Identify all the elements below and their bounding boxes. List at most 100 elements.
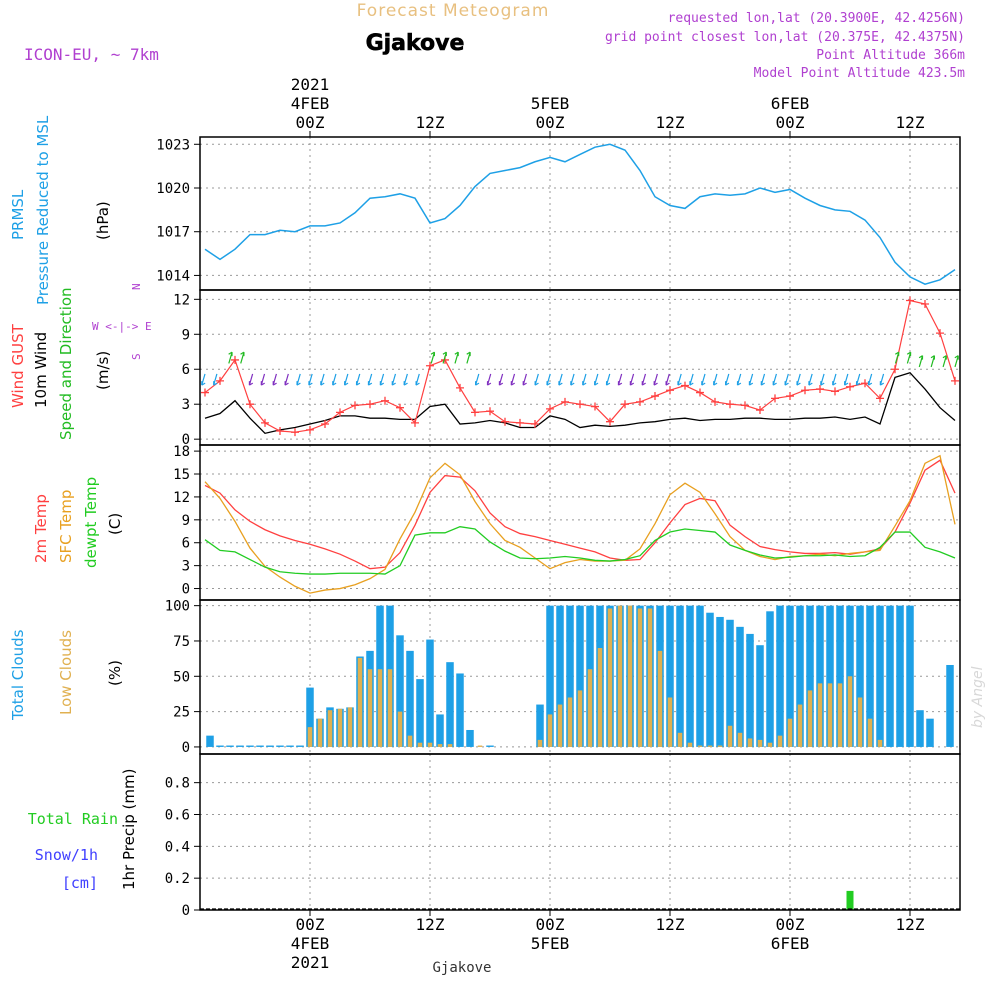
wind-direction-arrow xyxy=(510,373,516,386)
total-cloud-bar xyxy=(236,745,244,747)
low-cloud-bar xyxy=(337,708,343,747)
wind-direction-arrow xyxy=(308,373,313,386)
compass-west-east: W <-|-> E xyxy=(92,320,152,333)
wind-direction-arrow xyxy=(379,373,385,386)
low-cloud-bar xyxy=(387,669,393,747)
total-cloud-bar xyxy=(486,745,494,747)
low-cloud-bar xyxy=(787,718,793,747)
wind-direction-arrow xyxy=(582,373,587,386)
ytick-label-temperature: 15 xyxy=(173,467,190,483)
time-label-bottom: 6FEB xyxy=(771,934,810,953)
wind-direction-arrow xyxy=(906,351,912,364)
wind-gust-marker xyxy=(681,381,689,390)
ytick-label-temperature: 12 xyxy=(173,490,190,506)
wind-direction-arrow xyxy=(367,373,373,386)
model-label: ICON-EU, ~ 7km xyxy=(24,45,159,64)
panel-frame-temperature xyxy=(199,444,961,601)
wind-gust-marker xyxy=(576,400,584,409)
total-cloud-bar xyxy=(946,664,954,747)
total-cloud-bar xyxy=(416,679,424,747)
low-cloud-bar xyxy=(757,739,763,747)
time-label-top: 00Z xyxy=(296,113,325,132)
low-cloud-bar xyxy=(547,714,553,747)
total-cloud-bar xyxy=(286,745,294,747)
wind-direction-arrow xyxy=(391,373,397,386)
wind-direction-arrow xyxy=(213,373,218,386)
wind-direction-arrow xyxy=(677,373,682,386)
total-cloud-bar xyxy=(806,605,814,747)
panel-frame-wind xyxy=(199,289,961,446)
wind-10m-line xyxy=(204,372,956,435)
location-title: Gjakove xyxy=(366,31,465,56)
pressure-ylabel: (hPa) xyxy=(94,201,112,240)
wind-direction-arrow xyxy=(641,373,647,386)
time-label-bottom: 4FEB xyxy=(291,934,330,953)
low-cloud-bar xyxy=(837,683,843,747)
ytick-label-clouds: 50 xyxy=(173,669,190,685)
low-cloud-bar xyxy=(857,697,863,747)
low-cloud-bar xyxy=(447,744,453,747)
wind-gust-marker xyxy=(336,408,344,417)
total-cloud-bar xyxy=(466,729,474,747)
low-cloud-bar xyxy=(477,745,483,747)
pressure-title-prmsl: PRMSL xyxy=(9,189,27,240)
wind-direction-arrow xyxy=(855,373,861,386)
precip-ylabel: 1hr Precip (mm) xyxy=(120,769,138,890)
low-cloud-bar xyxy=(807,690,813,747)
wind-gust-marker xyxy=(786,392,794,401)
ytick-label-wind: 6 xyxy=(182,362,190,378)
low-cloud-bar xyxy=(567,697,573,747)
low-cloud-bar xyxy=(657,650,663,747)
low-cloud-bar xyxy=(717,745,723,747)
total-cloud-bar xyxy=(566,605,574,747)
wind-gust-marker xyxy=(951,376,959,385)
low-cloud-bar xyxy=(817,683,823,747)
clouds-ylabel: (%) xyxy=(106,660,124,686)
wind-direction-arrow xyxy=(534,373,539,386)
total-cloud-bar xyxy=(836,605,844,747)
wind-gust-marker xyxy=(456,383,464,392)
wind-direction-arrow xyxy=(558,373,563,386)
wind-gust-marker xyxy=(771,394,779,403)
time-label-top: 5FEB xyxy=(531,94,570,113)
total-cloud-bar xyxy=(576,605,584,747)
total-cloud-bar xyxy=(426,639,434,747)
low-cloud-bar xyxy=(827,683,833,747)
pressure-title-msl: Pressure Reduced to MSL xyxy=(34,115,52,305)
low-cloud-bar xyxy=(537,739,543,747)
wind-direction-arrow xyxy=(486,373,492,386)
total-cloud-bar xyxy=(746,633,754,747)
low-cloud-bar xyxy=(577,690,583,747)
wind-direction-arrow xyxy=(296,373,301,386)
wind-gust-marker xyxy=(606,417,614,426)
wind-direction-arrow xyxy=(942,355,947,368)
total-cloud-bar xyxy=(266,745,274,747)
total-cloud-bar xyxy=(536,704,544,747)
wind-gust-marker xyxy=(201,388,209,397)
wind-direction-arrow xyxy=(320,373,325,386)
wind-title-10m: 10m Wind xyxy=(32,332,50,408)
wind-direction-arrow xyxy=(930,355,936,368)
wind-direction-arrow xyxy=(355,373,361,386)
wind-gust-marker xyxy=(696,388,704,397)
wind-gust-marker xyxy=(831,387,839,396)
total-cloud-bar xyxy=(876,605,884,747)
low-cloud-bar xyxy=(587,669,593,747)
clouds-panel-titles: Total Clouds Low Clouds (%) xyxy=(9,629,124,721)
temp-sfc-line xyxy=(204,454,956,594)
ytick-label-precipitation: 0.4 xyxy=(165,839,190,855)
wind-direction-arrow xyxy=(820,373,825,386)
wind-gust-marker xyxy=(621,400,629,409)
total-cloud-bar xyxy=(546,605,554,747)
ytick-label-clouds: 0 xyxy=(182,740,190,756)
wind-gust-marker xyxy=(666,386,674,395)
wind-gust-marker xyxy=(711,397,719,406)
total-cloud-bar xyxy=(306,687,314,747)
temp-title-dewpt: dewpt Temp xyxy=(82,477,100,568)
wind-direction-arrow xyxy=(498,373,504,386)
wind-direction-arrow xyxy=(772,373,778,386)
temp-title-2m: 2m Temp xyxy=(32,494,50,563)
low-cloud-bar xyxy=(377,669,383,747)
time-label-top: 2021 xyxy=(291,75,330,94)
total-cloud-bar xyxy=(776,605,784,747)
